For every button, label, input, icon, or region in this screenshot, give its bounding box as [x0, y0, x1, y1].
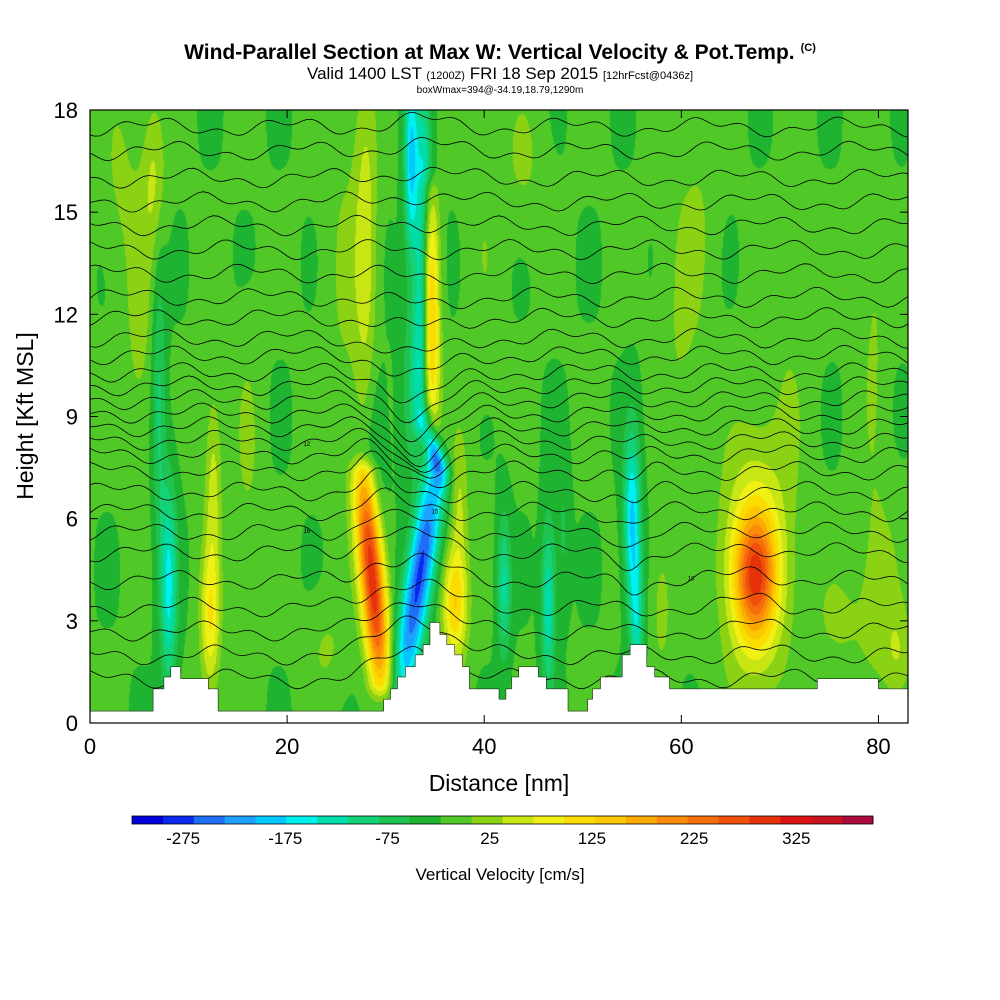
- isentrope-line: [90, 602, 908, 642]
- isentrope-line: [90, 166, 908, 189]
- colorbar-swatch: [132, 816, 164, 824]
- colorbar-swatch: [656, 816, 689, 824]
- valid-prefix: Valid 1400 LST: [307, 64, 422, 83]
- colorbar-swatch: [564, 816, 596, 824]
- colorbar-swatch: [379, 816, 411, 824]
- colorbar: -275 -175 -75 25 125 225 325: [131, 815, 874, 848]
- colorbar-swatch: [409, 816, 442, 824]
- isentrope-line: [90, 286, 908, 310]
- isentrope-line: [90, 508, 908, 548]
- isentrope-line: [90, 214, 908, 237]
- x-tick-label: 0: [84, 734, 96, 759]
- isentrope-line: [90, 239, 908, 261]
- isentrope-line: [90, 362, 908, 404]
- isentrope-line: [90, 467, 908, 504]
- isentrope-line: [90, 111, 908, 138]
- colorbar-tick-label: 225: [680, 829, 708, 848]
- title-block: Wind-Parallel Section at Max W: Vertical…: [0, 36, 1000, 97]
- isentrope-line: [90, 307, 908, 329]
- colorbar-swatch: [780, 816, 812, 824]
- y-tick-label: 9: [66, 405, 78, 430]
- isentrope-line: [90, 262, 908, 286]
- valid-date: FRI 18 Sep 2015: [469, 64, 599, 83]
- terrain-mask: [89, 622, 909, 724]
- colorbar-tick-label: 25: [480, 829, 499, 848]
- colorbar-swatch: [224, 816, 256, 824]
- potential-temperature-contours: 18 16 15 12: [90, 111, 908, 690]
- valid-utc: (1200Z): [426, 70, 465, 82]
- chart-title-text: Wind-Parallel Section at Max W: Vertical…: [184, 41, 795, 64]
- colorbar-tick-label: -175: [268, 829, 302, 848]
- colorbar-swatch: [718, 816, 750, 824]
- isentrope-line: [90, 344, 908, 377]
- x-tick-label: 60: [669, 734, 693, 759]
- colorbar-tick-label: -75: [375, 829, 400, 848]
- isentrope-label: 18: [688, 577, 695, 583]
- y-tick-label: 12: [54, 302, 78, 327]
- axes: 0 20 40 60 80 0 3 6 9 12 15 18: [54, 98, 908, 759]
- colorbar-swatch: [626, 816, 658, 824]
- colorbar-swatch: [440, 816, 473, 824]
- isentrope-line: [90, 136, 908, 161]
- colorbar-swatch: [595, 816, 627, 824]
- isentrope-line: [90, 389, 908, 443]
- isentrope-label: 16: [303, 529, 310, 535]
- y-tick-label: 0: [66, 711, 78, 736]
- colorbar-swatch: [255, 816, 287, 824]
- colorbar-title: Vertical Velocity [cm/s]: [415, 865, 584, 884]
- y-tick-label: 15: [54, 200, 78, 225]
- isentrope-line: [90, 487, 908, 524]
- y-tick-label: 18: [54, 98, 78, 123]
- y-tick-label: 3: [66, 609, 78, 634]
- colorbar-swatch: [502, 816, 534, 824]
- isentrope-label: 12: [303, 442, 310, 448]
- colorbar-swatch: [348, 816, 380, 824]
- isentrope-line: [90, 552, 908, 596]
- colorbar-swatch: [842, 816, 874, 824]
- plot-area: 18 16 15 12: [89, 109, 909, 724]
- colorbar-tick-label: 125: [578, 829, 606, 848]
- isentrope-line: [90, 428, 908, 473]
- vertical-velocity-field: [90, 110, 908, 723]
- x-axis-title: Distance [nm]: [429, 770, 570, 796]
- isentrope-line: [90, 615, 908, 666]
- colorbar-swatch: [811, 816, 843, 824]
- isentrope-line: [90, 646, 908, 690]
- isentrope-line: [90, 437, 908, 479]
- colorbar-swatch: [471, 816, 503, 824]
- x-tick-label: 40: [472, 734, 496, 759]
- isentrope-line: [90, 327, 908, 354]
- isentrope-line: [90, 416, 908, 468]
- colorbar-swatch: [533, 816, 565, 824]
- colorbar-swatch: [317, 816, 349, 824]
- colorbar-swatch: [162, 816, 195, 824]
- isentrope-line: [90, 402, 908, 458]
- chart-title: Wind-Parallel Section at Max W: Vertical…: [0, 36, 1000, 65]
- colorbar-swatch: [687, 816, 720, 824]
- x-tick-label: 20: [275, 734, 299, 759]
- x-tick-label: 80: [866, 734, 890, 759]
- isentrope-line: [90, 375, 908, 424]
- isentrope-line: [90, 526, 908, 572]
- isentrope-line: [90, 191, 908, 213]
- colorbar-tick-label: 325: [782, 829, 810, 848]
- isentrope-line: [90, 578, 908, 618]
- colorbar-swatch: [286, 816, 318, 824]
- colorbar-swatch: [193, 816, 226, 824]
- isentrope-label: 15: [432, 510, 439, 516]
- colorbar-swatch: [749, 816, 781, 824]
- isentrope-line: [90, 450, 908, 489]
- colorbar-tick-label: -275: [166, 829, 200, 848]
- colorbar-frame: [131, 815, 874, 825]
- copyright-mark: (C): [800, 42, 816, 54]
- y-tick-label: 6: [66, 507, 78, 532]
- forecast-info: [12hrFcst@0436z]: [602, 70, 693, 82]
- y-axis-title: Height [Kft MSL]: [12, 332, 38, 499]
- valid-time-line: Valid 1400 LST (1200Z) FRI 18 Sep 2015 […: [0, 65, 1000, 85]
- box-info-line: boxWmax=394@-34.19,18.79,1290m: [416, 85, 584, 96]
